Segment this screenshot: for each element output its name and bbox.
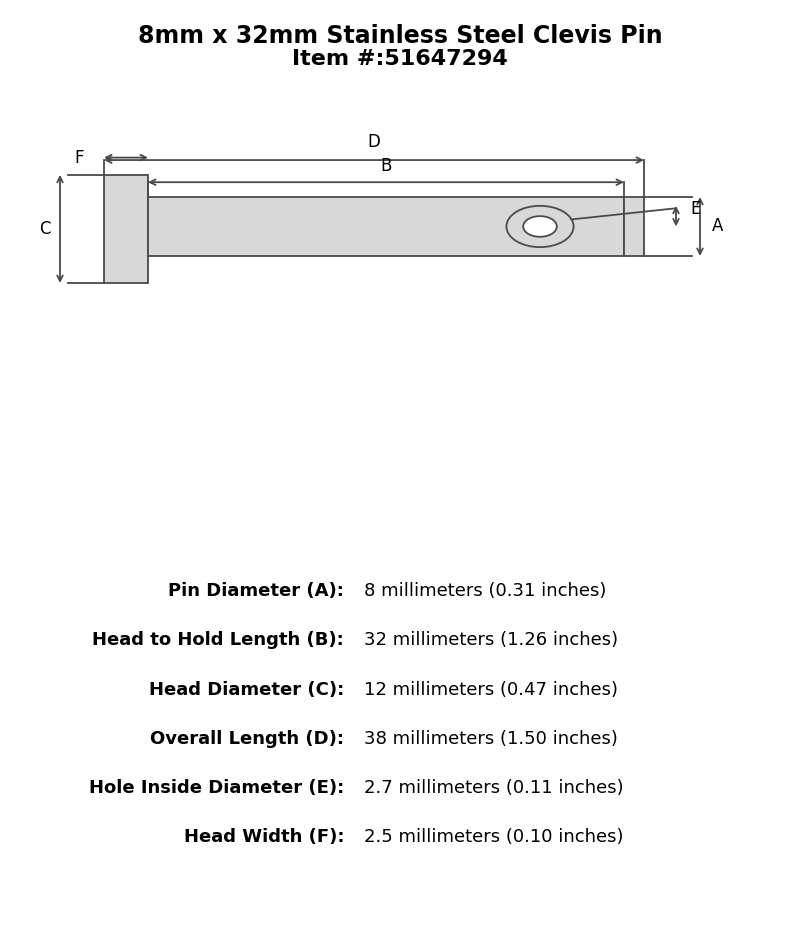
Text: Pin Diameter (A):: Pin Diameter (A): bbox=[168, 582, 344, 601]
Text: C: C bbox=[39, 219, 50, 238]
Text: Hole Inside Diameter (E):: Hole Inside Diameter (E): bbox=[89, 779, 344, 797]
Text: 8 millimeters (0.31 inches): 8 millimeters (0.31 inches) bbox=[364, 582, 606, 601]
Text: A: A bbox=[712, 218, 723, 236]
Circle shape bbox=[523, 216, 557, 236]
Text: Overall Length (D):: Overall Length (D): bbox=[150, 729, 344, 748]
Text: 38 millimeters (1.50 inches): 38 millimeters (1.50 inches) bbox=[364, 729, 618, 748]
Text: E: E bbox=[690, 200, 701, 218]
Text: 12 millimeters (0.47 inches): 12 millimeters (0.47 inches) bbox=[364, 680, 618, 699]
Circle shape bbox=[506, 206, 574, 247]
Text: Head to Hold Length (B):: Head to Hold Length (B): bbox=[92, 631, 344, 650]
Text: Head Diameter (C):: Head Diameter (C): bbox=[149, 680, 344, 699]
Text: Item #:51647294: Item #:51647294 bbox=[292, 49, 508, 69]
Text: 8mm x 32mm Stainless Steel Clevis Pin: 8mm x 32mm Stainless Steel Clevis Pin bbox=[138, 24, 662, 47]
Bar bbox=[104, 175, 148, 283]
Text: D: D bbox=[367, 133, 381, 151]
Text: B: B bbox=[380, 157, 392, 175]
Text: 32 millimeters (1.26 inches): 32 millimeters (1.26 inches) bbox=[364, 631, 618, 650]
Bar bbox=[624, 197, 644, 256]
Text: Head Width (F):: Head Width (F): bbox=[183, 828, 344, 847]
Text: 2.5 millimeters (0.10 inches): 2.5 millimeters (0.10 inches) bbox=[364, 828, 623, 847]
Text: F: F bbox=[74, 149, 84, 166]
Text: 2.7 millimeters (0.11 inches): 2.7 millimeters (0.11 inches) bbox=[364, 779, 624, 797]
Bar bbox=[148, 197, 624, 256]
